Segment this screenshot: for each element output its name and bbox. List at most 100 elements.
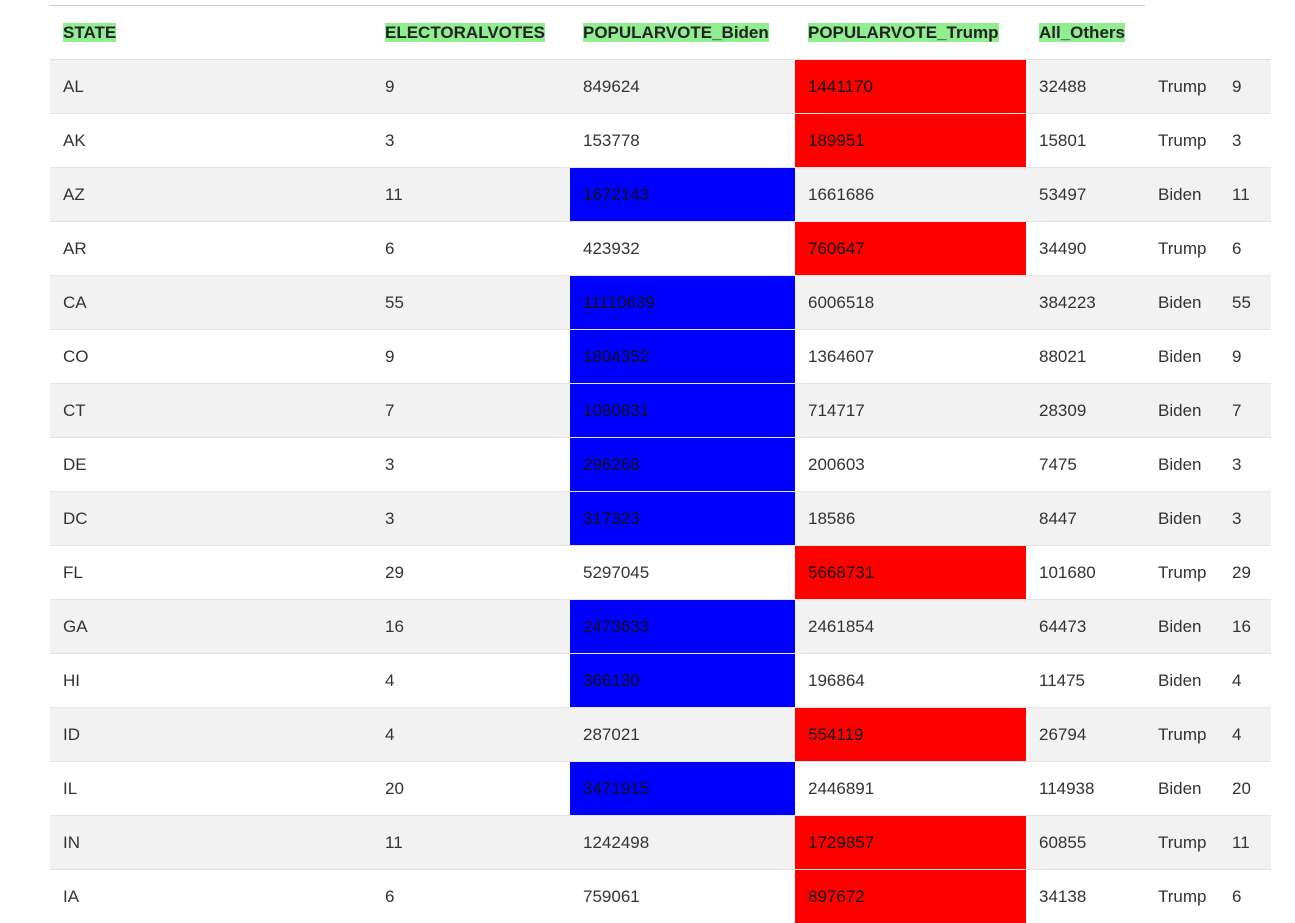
header-popular-vote-trump[interactable]: POPULARVOTE_Trump	[795, 6, 1026, 60]
cell-popular-vote-biden: 153778	[570, 114, 795, 168]
cell-popular-vote-biden: 366130	[570, 654, 795, 708]
cell-popular-vote-trump: 189951	[795, 114, 1026, 168]
cell-electoral-votes: 6	[372, 870, 570, 923]
cell-state: CA	[50, 276, 372, 330]
cell-all-others: 34138	[1026, 870, 1145, 923]
cell-winner: Biden	[1145, 330, 1224, 384]
cell-winner-electoral-votes: 20	[1224, 762, 1271, 816]
cell-all-others: 28309	[1026, 384, 1145, 438]
cell-popular-vote-trump: 18586	[795, 492, 1026, 546]
results-table-container: STATE ELECTORALVOTES POPULARVOTE_Biden P…	[50, 6, 1271, 923]
header-all-others[interactable]: All_Others	[1026, 6, 1145, 60]
cell-popular-vote-trump: 554119	[795, 708, 1026, 762]
cell-winner: Trump	[1145, 222, 1224, 276]
header-label: ELECTORALVOTES	[385, 23, 545, 42]
cell-popular-vote-biden: 5297045	[570, 546, 795, 600]
cell-state: FL	[50, 546, 372, 600]
cell-electoral-votes: 11	[372, 816, 570, 870]
cell-all-others: 7475	[1026, 438, 1145, 492]
cell-winner: Biden	[1145, 600, 1224, 654]
cell-popular-vote-biden: 3471915	[570, 762, 795, 816]
cell-winner: Trump	[1145, 114, 1224, 168]
cell-electoral-votes: 3	[372, 492, 570, 546]
cell-state: IL	[50, 762, 372, 816]
header-winner-electoral-votes	[1224, 6, 1271, 60]
cell-all-others: 64473	[1026, 600, 1145, 654]
header-label: POPULARVOTE_Trump	[808, 23, 999, 42]
cell-electoral-votes: 4	[372, 708, 570, 762]
cell-winner: Trump	[1145, 816, 1224, 870]
header-winner	[1145, 6, 1224, 60]
table-header: STATE ELECTORALVOTES POPULARVOTE_Biden P…	[50, 6, 1271, 60]
cell-state: AL	[50, 60, 372, 114]
cell-popular-vote-trump: 2461854	[795, 600, 1026, 654]
cell-popular-vote-biden: 1804352	[570, 330, 795, 384]
cell-popular-vote-biden: 759061	[570, 870, 795, 923]
cell-electoral-votes: 16	[372, 600, 570, 654]
cell-winner-electoral-votes: 4	[1224, 708, 1271, 762]
cell-all-others: 384223	[1026, 276, 1145, 330]
cell-winner-electoral-votes: 11	[1224, 168, 1271, 222]
cell-winner-electoral-votes: 4	[1224, 654, 1271, 708]
cell-all-others: 114938	[1026, 762, 1145, 816]
election-results-table: STATE ELECTORALVOTES POPULARVOTE_Biden P…	[50, 6, 1271, 923]
header-state[interactable]: STATE	[50, 6, 372, 60]
cell-winner: Biden	[1145, 654, 1224, 708]
cell-all-others: 101680	[1026, 546, 1145, 600]
cell-popular-vote-biden: 1242498	[570, 816, 795, 870]
cell-state: DE	[50, 438, 372, 492]
cell-popular-vote-biden: 2473633	[570, 600, 795, 654]
cell-electoral-votes: 6	[372, 222, 570, 276]
cell-electoral-votes: 7	[372, 384, 570, 438]
cell-popular-vote-trump: 1364607	[795, 330, 1026, 384]
cell-state: DC	[50, 492, 372, 546]
header-electoral-votes[interactable]: ELECTORALVOTES	[372, 6, 570, 60]
header-popular-vote-biden[interactable]: POPULARVOTE_Biden	[570, 6, 795, 60]
cell-electoral-votes: 3	[372, 438, 570, 492]
cell-state: HI	[50, 654, 372, 708]
cell-state: IN	[50, 816, 372, 870]
header-row: STATE ELECTORALVOTES POPULARVOTE_Biden P…	[50, 6, 1271, 60]
cell-popular-vote-trump: 2446891	[795, 762, 1026, 816]
cell-all-others: 32488	[1026, 60, 1145, 114]
cell-all-others: 11475	[1026, 654, 1145, 708]
cell-state: CT	[50, 384, 372, 438]
cell-all-others: 34490	[1026, 222, 1145, 276]
cell-popular-vote-trump: 760647	[795, 222, 1026, 276]
cell-popular-vote-trump: 5668731	[795, 546, 1026, 600]
cell-all-others: 26794	[1026, 708, 1145, 762]
cell-electoral-votes: 29	[372, 546, 570, 600]
cell-winner: Biden	[1145, 438, 1224, 492]
cell-winner-electoral-votes: 9	[1224, 330, 1271, 384]
cell-electoral-votes: 9	[372, 60, 570, 114]
cell-electoral-votes: 55	[372, 276, 570, 330]
cell-popular-vote-trump: 897672	[795, 870, 1026, 923]
cell-all-others: 60855	[1026, 816, 1145, 870]
cell-popular-vote-trump: 6006518	[795, 276, 1026, 330]
cell-state: IA	[50, 870, 372, 923]
header-label: STATE	[63, 23, 116, 42]
cell-popular-vote-biden: 1672143	[570, 168, 795, 222]
cell-all-others: 8447	[1026, 492, 1145, 546]
cell-electoral-votes: 4	[372, 654, 570, 708]
cell-popular-vote-biden: 296268	[570, 438, 795, 492]
cell-winner-electoral-votes: 6	[1224, 870, 1271, 923]
cell-all-others: 15801	[1026, 114, 1145, 168]
cell-popular-vote-biden: 11110639	[570, 276, 795, 330]
cell-winner-electoral-votes: 16	[1224, 600, 1271, 654]
cell-popular-vote-trump: 714717	[795, 384, 1026, 438]
cell-winner-electoral-votes: 9	[1224, 60, 1271, 114]
